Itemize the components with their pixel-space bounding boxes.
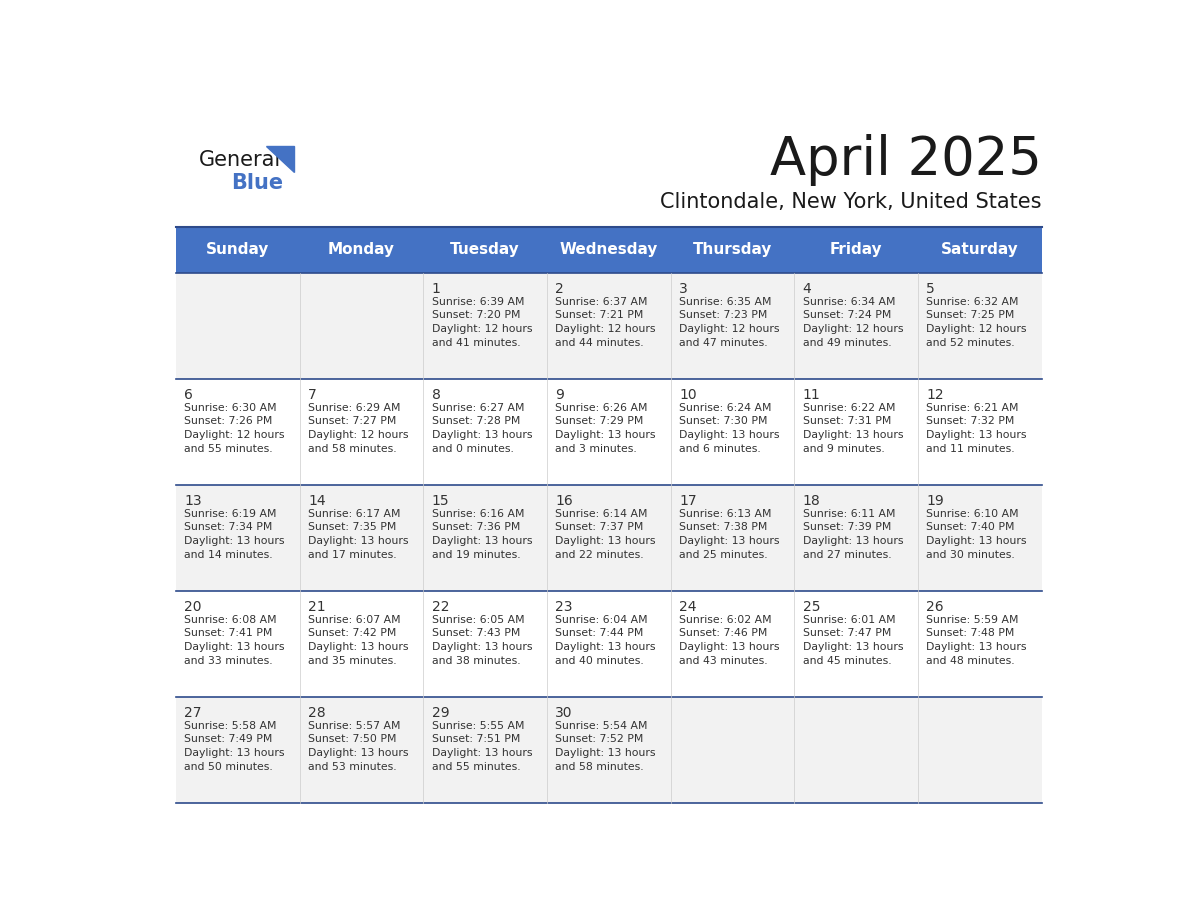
Text: 13: 13: [184, 494, 202, 508]
Text: Sunrise: 6:07 AM
Sunset: 7:42 PM
Daylight: 13 hours
and 35 minutes.: Sunrise: 6:07 AM Sunset: 7:42 PM Dayligh…: [308, 615, 409, 666]
Text: Sunrise: 6:02 AM
Sunset: 7:46 PM
Daylight: 13 hours
and 43 minutes.: Sunrise: 6:02 AM Sunset: 7:46 PM Dayligh…: [680, 615, 779, 666]
Text: 20: 20: [184, 600, 202, 614]
Text: Sunrise: 6:29 AM
Sunset: 7:27 PM
Daylight: 12 hours
and 58 minutes.: Sunrise: 6:29 AM Sunset: 7:27 PM Dayligh…: [308, 403, 409, 453]
Text: Sunrise: 5:57 AM
Sunset: 7:50 PM
Daylight: 13 hours
and 53 minutes.: Sunrise: 5:57 AM Sunset: 7:50 PM Dayligh…: [308, 721, 409, 772]
Bar: [176, 273, 1042, 379]
Text: Sunrise: 5:59 AM
Sunset: 7:48 PM
Daylight: 13 hours
and 48 minutes.: Sunrise: 5:59 AM Sunset: 7:48 PM Dayligh…: [927, 615, 1026, 666]
Text: 3: 3: [680, 282, 688, 296]
Text: Sunrise: 6:11 AM
Sunset: 7:39 PM
Daylight: 13 hours
and 27 minutes.: Sunrise: 6:11 AM Sunset: 7:39 PM Dayligh…: [803, 509, 903, 560]
Text: Friday: Friday: [829, 242, 883, 257]
Text: Sunrise: 6:17 AM
Sunset: 7:35 PM
Daylight: 13 hours
and 17 minutes.: Sunrise: 6:17 AM Sunset: 7:35 PM Dayligh…: [308, 509, 409, 560]
Text: 12: 12: [927, 388, 943, 402]
Text: 6: 6: [184, 388, 194, 402]
Bar: [176, 485, 1042, 591]
Text: 28: 28: [308, 706, 326, 720]
Text: Sunrise: 6:26 AM
Sunset: 7:29 PM
Daylight: 13 hours
and 3 minutes.: Sunrise: 6:26 AM Sunset: 7:29 PM Dayligh…: [555, 403, 656, 453]
Bar: [176, 697, 1042, 803]
Text: 14: 14: [308, 494, 326, 508]
Text: 11: 11: [803, 388, 821, 402]
Text: Sunrise: 6:24 AM
Sunset: 7:30 PM
Daylight: 13 hours
and 6 minutes.: Sunrise: 6:24 AM Sunset: 7:30 PM Dayligh…: [680, 403, 779, 453]
Text: 30: 30: [555, 706, 573, 720]
Text: Sunrise: 6:21 AM
Sunset: 7:32 PM
Daylight: 13 hours
and 11 minutes.: Sunrise: 6:21 AM Sunset: 7:32 PM Dayligh…: [927, 403, 1026, 453]
Text: Sunrise: 6:13 AM
Sunset: 7:38 PM
Daylight: 13 hours
and 25 minutes.: Sunrise: 6:13 AM Sunset: 7:38 PM Dayligh…: [680, 509, 779, 560]
Text: Sunrise: 6:34 AM
Sunset: 7:24 PM
Daylight: 12 hours
and 49 minutes.: Sunrise: 6:34 AM Sunset: 7:24 PM Dayligh…: [803, 297, 903, 348]
Bar: [176, 591, 1042, 697]
Text: Tuesday: Tuesday: [450, 242, 520, 257]
Text: Wednesday: Wednesday: [560, 242, 658, 257]
Text: Sunrise: 6:32 AM
Sunset: 7:25 PM
Daylight: 12 hours
and 52 minutes.: Sunrise: 6:32 AM Sunset: 7:25 PM Dayligh…: [927, 297, 1026, 348]
Text: Sunrise: 6:08 AM
Sunset: 7:41 PM
Daylight: 13 hours
and 33 minutes.: Sunrise: 6:08 AM Sunset: 7:41 PM Dayligh…: [184, 615, 285, 666]
Text: Thursday: Thursday: [693, 242, 772, 257]
Text: 26: 26: [927, 600, 943, 614]
Text: General: General: [200, 150, 282, 170]
Text: 15: 15: [431, 494, 449, 508]
Text: 27: 27: [184, 706, 202, 720]
Text: 8: 8: [431, 388, 441, 402]
Text: Sunrise: 6:10 AM
Sunset: 7:40 PM
Daylight: 13 hours
and 30 minutes.: Sunrise: 6:10 AM Sunset: 7:40 PM Dayligh…: [927, 509, 1026, 560]
Text: 10: 10: [680, 388, 696, 402]
Text: 29: 29: [431, 706, 449, 720]
Text: Sunrise: 6:04 AM
Sunset: 7:44 PM
Daylight: 13 hours
and 40 minutes.: Sunrise: 6:04 AM Sunset: 7:44 PM Dayligh…: [555, 615, 656, 666]
Text: 18: 18: [803, 494, 821, 508]
Bar: [176, 227, 1042, 273]
Text: Sunrise: 5:58 AM
Sunset: 7:49 PM
Daylight: 13 hours
and 50 minutes.: Sunrise: 5:58 AM Sunset: 7:49 PM Dayligh…: [184, 721, 285, 772]
Text: Clintondale, New York, United States: Clintondale, New York, United States: [661, 192, 1042, 212]
Text: 19: 19: [927, 494, 944, 508]
Bar: [176, 379, 1042, 485]
Text: Sunrise: 6:16 AM
Sunset: 7:36 PM
Daylight: 13 hours
and 19 minutes.: Sunrise: 6:16 AM Sunset: 7:36 PM Dayligh…: [431, 509, 532, 560]
Polygon shape: [266, 145, 293, 173]
Text: April 2025: April 2025: [770, 134, 1042, 185]
Text: Sunrise: 6:19 AM
Sunset: 7:34 PM
Daylight: 13 hours
and 14 minutes.: Sunrise: 6:19 AM Sunset: 7:34 PM Dayligh…: [184, 509, 285, 560]
Text: 21: 21: [308, 600, 326, 614]
Text: 16: 16: [555, 494, 573, 508]
Text: Sunrise: 5:55 AM
Sunset: 7:51 PM
Daylight: 13 hours
and 55 minutes.: Sunrise: 5:55 AM Sunset: 7:51 PM Dayligh…: [431, 721, 532, 772]
Text: 23: 23: [555, 600, 573, 614]
Text: 24: 24: [680, 600, 696, 614]
Text: 2: 2: [555, 282, 564, 296]
Text: Sunrise: 6:27 AM
Sunset: 7:28 PM
Daylight: 13 hours
and 0 minutes.: Sunrise: 6:27 AM Sunset: 7:28 PM Dayligh…: [431, 403, 532, 453]
Text: Sunday: Sunday: [207, 242, 270, 257]
Text: Blue: Blue: [232, 173, 284, 193]
Text: 9: 9: [555, 388, 564, 402]
Text: Sunrise: 6:37 AM
Sunset: 7:21 PM
Daylight: 12 hours
and 44 minutes.: Sunrise: 6:37 AM Sunset: 7:21 PM Dayligh…: [555, 297, 656, 348]
Text: Sunrise: 6:14 AM
Sunset: 7:37 PM
Daylight: 13 hours
and 22 minutes.: Sunrise: 6:14 AM Sunset: 7:37 PM Dayligh…: [555, 509, 656, 560]
Text: Sunrise: 6:05 AM
Sunset: 7:43 PM
Daylight: 13 hours
and 38 minutes.: Sunrise: 6:05 AM Sunset: 7:43 PM Dayligh…: [431, 615, 532, 666]
Text: Sunrise: 5:54 AM
Sunset: 7:52 PM
Daylight: 13 hours
and 58 minutes.: Sunrise: 5:54 AM Sunset: 7:52 PM Dayligh…: [555, 721, 656, 772]
Text: 17: 17: [680, 494, 696, 508]
Text: 7: 7: [308, 388, 317, 402]
Text: Sunrise: 6:01 AM
Sunset: 7:47 PM
Daylight: 13 hours
and 45 minutes.: Sunrise: 6:01 AM Sunset: 7:47 PM Dayligh…: [803, 615, 903, 666]
Text: Monday: Monday: [328, 242, 396, 257]
Text: 25: 25: [803, 600, 820, 614]
Text: Sunrise: 6:30 AM
Sunset: 7:26 PM
Daylight: 12 hours
and 55 minutes.: Sunrise: 6:30 AM Sunset: 7:26 PM Dayligh…: [184, 403, 285, 453]
Text: Saturday: Saturday: [941, 242, 1018, 257]
Text: 5: 5: [927, 282, 935, 296]
Text: 4: 4: [803, 282, 811, 296]
Text: Sunrise: 6:39 AM
Sunset: 7:20 PM
Daylight: 12 hours
and 41 minutes.: Sunrise: 6:39 AM Sunset: 7:20 PM Dayligh…: [431, 297, 532, 348]
Text: Sunrise: 6:35 AM
Sunset: 7:23 PM
Daylight: 12 hours
and 47 minutes.: Sunrise: 6:35 AM Sunset: 7:23 PM Dayligh…: [680, 297, 779, 348]
Text: Sunrise: 6:22 AM
Sunset: 7:31 PM
Daylight: 13 hours
and 9 minutes.: Sunrise: 6:22 AM Sunset: 7:31 PM Dayligh…: [803, 403, 903, 453]
Text: 22: 22: [431, 600, 449, 614]
Text: 1: 1: [431, 282, 441, 296]
